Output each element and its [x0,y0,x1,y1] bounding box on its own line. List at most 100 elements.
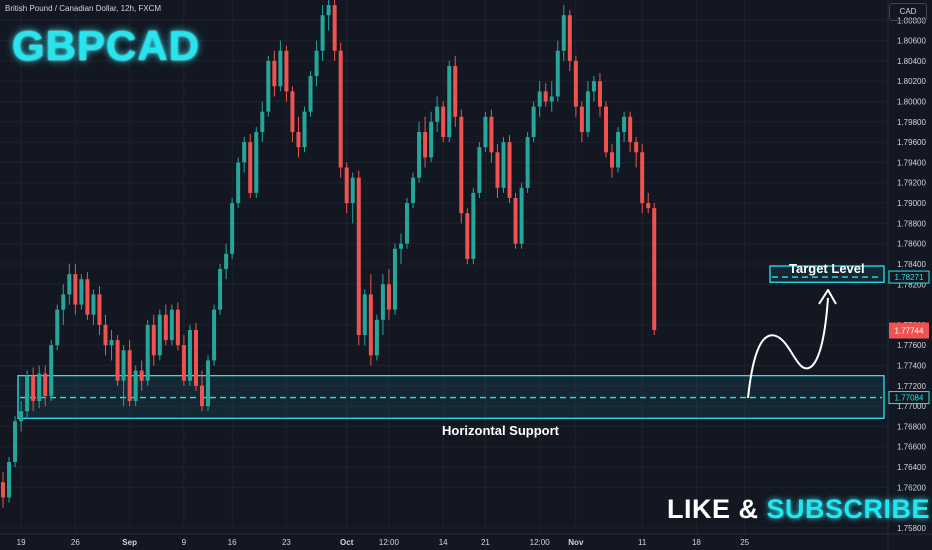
time-tick-label: Oct [340,538,354,547]
candle-body [61,294,66,310]
candle-body [483,116,488,148]
candle-body [224,253,229,270]
price-tick-label: 1.76200 [897,483,926,492]
candle-body [67,274,72,295]
time-tick-label: 16 [228,538,237,547]
zone-price-label: 1.77084 [895,394,924,403]
candle-body [151,324,156,356]
like-subscribe-banner: LIKE & SUBSCRIBE [667,494,930,525]
candle-body [296,131,301,148]
candle-body [591,81,596,92]
candle-body [326,5,331,16]
time-tick-label: 21 [481,538,490,547]
candle-body [386,284,391,310]
candle-body [31,375,36,402]
cta-like: LIKE & [667,494,759,524]
candle-body [254,131,259,193]
time-tick-label: 11 [638,538,647,547]
candle-body [567,15,572,61]
candle-body [314,50,319,77]
candle-body [477,147,482,193]
price-tick-label: 1.80400 [897,57,926,66]
candle-body [435,106,440,122]
price-tick-label: 1.79600 [897,138,926,147]
candle-body [531,106,536,138]
candle-body [628,116,633,143]
price-tick-label: 1.78800 [897,219,926,228]
candle-body [193,329,198,386]
candle-body [163,314,168,341]
time-tick-label: 12:00 [530,538,551,547]
candle-body [573,60,578,107]
candle-body [447,65,452,138]
candle-body [646,203,651,209]
candle-body [332,5,337,51]
zone-box [769,265,885,283]
candle-body [13,421,18,462]
candle-body [459,116,464,214]
candle-body [73,274,78,305]
candle-body [290,91,295,132]
candle-body [85,279,90,315]
cta-subscribe: SUBSCRIBE [766,494,931,524]
candle-body [362,294,367,336]
candle-body [585,91,590,132]
candle-body [392,248,397,310]
candle-body [127,350,132,402]
price-tick-label: 1.79000 [897,199,926,208]
candle-body [308,76,313,112]
chart-title: British Pound / Canadian Dollar, 12h, FX… [5,4,162,13]
time-tick-label: 18 [692,538,701,547]
candle-body [549,96,554,102]
candle-body [284,50,289,92]
time-axis: 19 26 Sep 9 16 23 Oct 12:00 14 21 12:00 Nov 11 18 25 [17,538,750,547]
time-tick-label: 12:00 [379,538,400,547]
candle-body [411,177,416,204]
candle-body [206,360,211,407]
candle-body [260,111,265,132]
candle-body [417,131,422,178]
time-tick-label: 19 [17,538,26,547]
price-tick-label: 1.78200 [897,280,926,289]
time-tick-label: 14 [439,538,448,547]
candle-body [350,177,355,204]
candle-body [495,152,500,188]
price-tick-label: 1.78600 [897,240,926,249]
candle-body [398,243,403,249]
zone-price-tag [888,270,930,284]
zones [17,265,885,419]
candle-body [640,152,645,204]
candle-body [55,309,60,346]
candle-body [489,116,494,153]
candle-body [555,50,560,97]
candle-body [157,314,162,356]
price-tick-label: 1.77400 [897,361,926,370]
candle-body [242,142,247,163]
price-tick-label: 1.76400 [897,463,926,472]
zone-price-label: 1.78271 [895,273,924,282]
candle-body [266,60,271,112]
candle-body [519,187,524,244]
candle-body [429,121,434,158]
current-price-tag [889,322,929,339]
candle-body [19,411,24,422]
target-label: Target Level [789,261,865,276]
candle-body [109,340,114,346]
time-tick-label: Sep [122,538,137,547]
candles [1,0,657,508]
currency-button[interactable]: CAD [889,3,927,21]
candle-body [320,15,325,51]
support-label: Horizontal Support [442,423,559,438]
candle-body [169,309,174,341]
candle-body [49,345,54,396]
price-tick-label: 1.78400 [897,260,926,269]
candle-body [513,197,518,244]
projection-path [747,297,829,399]
time-tick-label: Nov [568,538,584,547]
price-tick-label: 1.77200 [897,382,926,391]
zone-price-tag [888,391,930,405]
candle-body [248,142,253,193]
candle-body [212,309,217,361]
price-tick-label: 1.77600 [897,341,926,350]
